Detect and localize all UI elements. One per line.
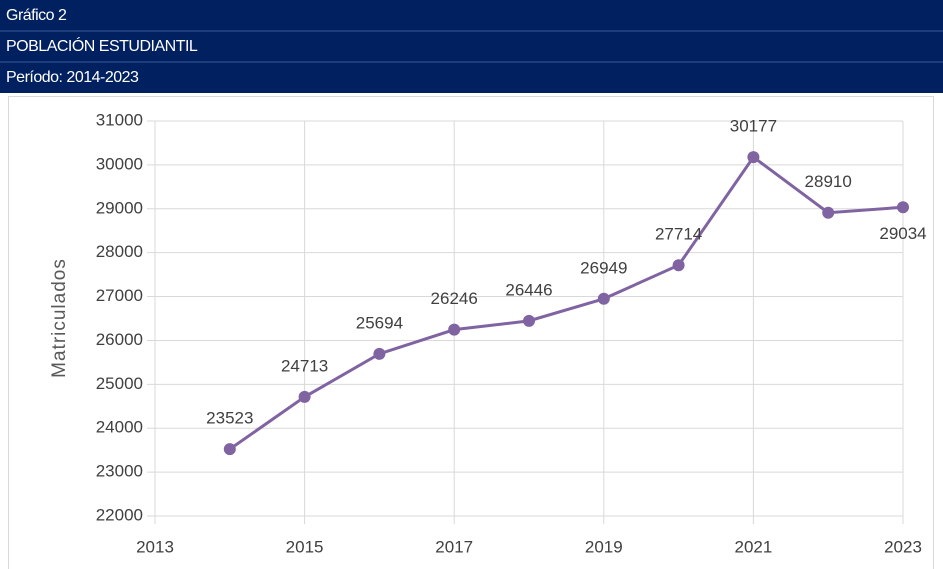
data-point — [672, 259, 685, 272]
y-tick-label: 25000 — [96, 374, 143, 393]
y-tick-label: 23000 — [96, 462, 143, 481]
y-tick-label: 24000 — [96, 418, 143, 437]
data-point — [223, 443, 236, 456]
y-axis-label: Matriculados — [49, 258, 70, 378]
plot-frame — [8, 96, 934, 569]
data-label: 26246 — [431, 289, 478, 308]
data-label: 23523 — [206, 409, 253, 428]
x-tick-label: 2019 — [585, 537, 623, 556]
series-line — [228, 154, 904, 451]
header-band — [0, 0, 943, 93]
y-tick-label: 22000 — [96, 505, 143, 524]
chart-subtitle: Período: 2014-2023 — [6, 69, 139, 86]
data-point — [373, 347, 386, 360]
data-label: 26949 — [580, 258, 627, 277]
x-tick-label: 2015 — [286, 537, 324, 556]
y-tick-label: 28000 — [96, 242, 143, 261]
data-label: 29034 — [879, 224, 926, 243]
chart-title: POBLACIÓN ESTUDIANTIL — [6, 36, 198, 55]
y-tick-label: 30000 — [96, 154, 143, 173]
data-point — [822, 206, 835, 219]
data-point — [298, 390, 311, 403]
data-point — [747, 151, 760, 164]
data-point — [597, 292, 610, 305]
x-tick-label: 2017 — [435, 537, 473, 556]
y-tick-label: 31000 — [96, 110, 143, 129]
x-tick-label: 2021 — [734, 537, 772, 556]
y-tick-label: 26000 — [96, 330, 143, 349]
data-label: 26446 — [505, 280, 552, 299]
x-tick-label: 2023 — [884, 537, 922, 556]
x-tick-label: 2013 — [136, 537, 174, 556]
data-point — [523, 314, 535, 327]
y-tick-label: 29000 — [96, 198, 143, 217]
heading: Gráfico 2 — [6, 7, 67, 24]
y-tick-label: 27000 — [96, 286, 143, 305]
data-label: 24713 — [281, 356, 328, 375]
data-label: 27714 — [655, 225, 702, 244]
data-label: 28910 — [805, 172, 852, 191]
data-label: 25694 — [356, 313, 403, 332]
data-point — [448, 323, 461, 336]
data-label: 30177 — [730, 117, 777, 136]
data-point — [897, 201, 909, 214]
